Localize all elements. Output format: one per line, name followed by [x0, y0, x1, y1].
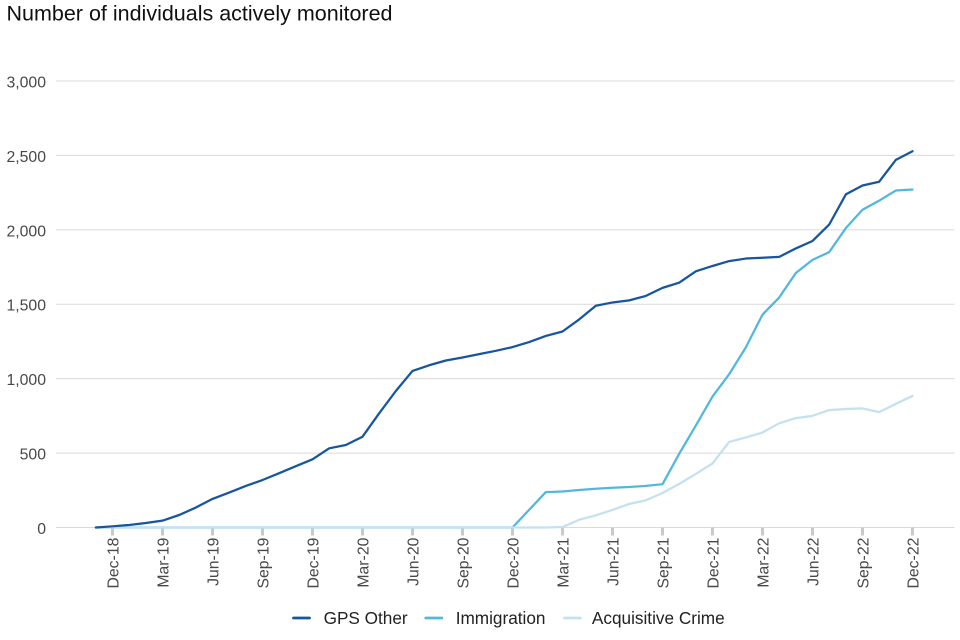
svg-text:Sep-20: Sep-20: [456, 537, 473, 588]
svg-text:Mar-22: Mar-22: [756, 538, 773, 588]
svg-text:Mar-21: Mar-21: [556, 537, 573, 587]
svg-text:Immigration: Immigration: [456, 608, 546, 628]
svg-text:Sep-21: Sep-21: [656, 537, 673, 588]
svg-text:GPS Other: GPS Other: [324, 608, 408, 628]
svg-text:Sep-19: Sep-19: [256, 537, 273, 588]
svg-text:3,000: 3,000: [6, 74, 46, 91]
svg-text:Sep-22: Sep-22: [856, 538, 873, 589]
svg-text:Jun-22: Jun-22: [806, 538, 823, 586]
svg-text:2,000: 2,000: [6, 223, 46, 240]
svg-text:Jun-19: Jun-19: [206, 537, 223, 586]
svg-text:Jun-20: Jun-20: [406, 537, 423, 586]
svg-text:1,000: 1,000: [6, 372, 46, 389]
svg-text:0: 0: [37, 521, 46, 538]
svg-text:Dec-22: Dec-22: [906, 538, 923, 589]
svg-text:Dec-21: Dec-21: [706, 537, 723, 588]
svg-text:Jun-21: Jun-21: [606, 537, 623, 586]
svg-text:Dec-20: Dec-20: [506, 537, 523, 588]
svg-text:500: 500: [20, 447, 47, 464]
svg-text:Mar-19: Mar-19: [156, 537, 173, 587]
svg-text:Mar-20: Mar-20: [356, 537, 373, 587]
svg-text:Dec-19: Dec-19: [306, 537, 323, 588]
svg-text:1,500: 1,500: [6, 298, 46, 315]
svg-text:Dec-18: Dec-18: [106, 537, 123, 588]
svg-text:Acquisitive Crime: Acquisitive Crime: [592, 608, 725, 628]
svg-text:2,500: 2,500: [6, 149, 46, 166]
svg-text:Number of individuals actively: Number of individuals actively monitored: [7, 2, 393, 26]
